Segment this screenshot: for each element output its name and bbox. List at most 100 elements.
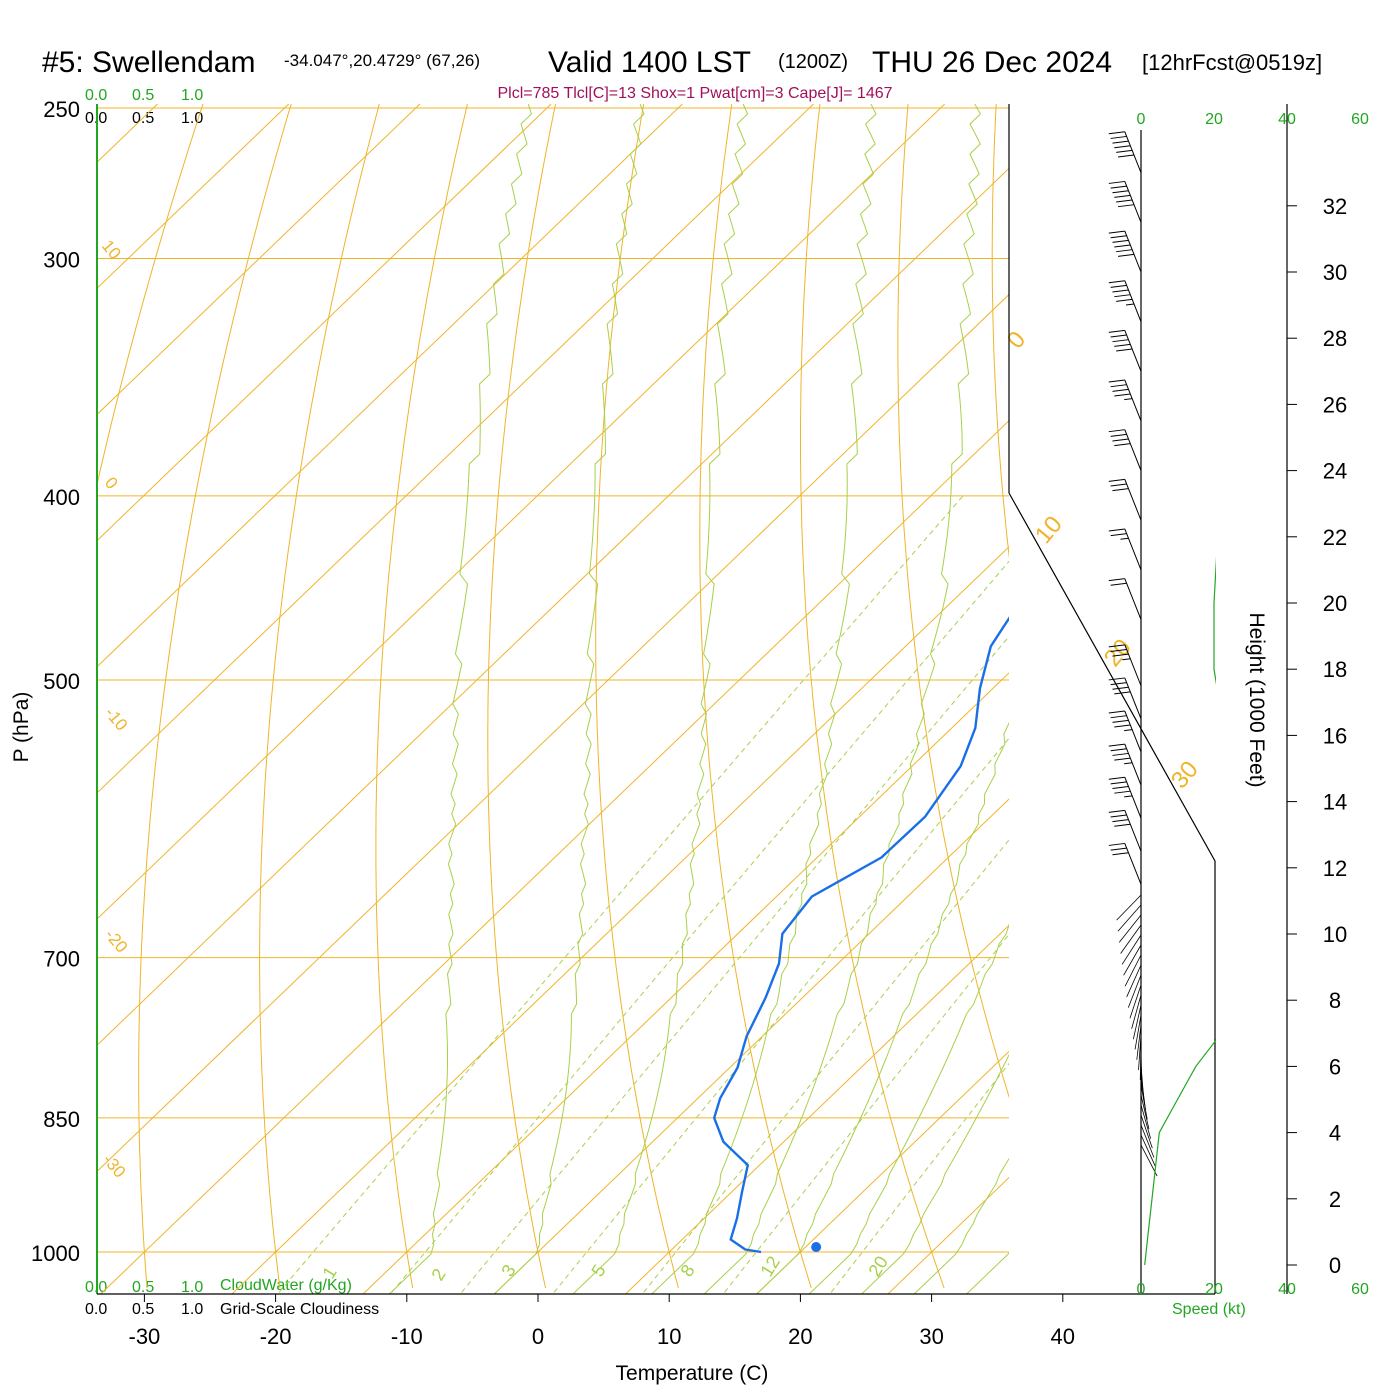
speed-profile: [1144, 556, 1216, 1266]
wind-barb: [1108, 429, 1142, 471]
temperature-tick-label: -20: [260, 1324, 292, 1349]
barb-staff: [1121, 934, 1142, 965]
moist-adiabat: [703, 104, 982, 1294]
moist-adiabat: [651, 104, 877, 1294]
wind-barb: [1108, 842, 1142, 885]
barb-flag: [1108, 131, 1125, 135]
isotherm: [625, 924, 1009, 1294]
barb-flag: [1108, 809, 1125, 813]
cloudiness-label: Grid-Scale Cloudiness: [220, 1301, 379, 1318]
isotherm: [100, 419, 1009, 1294]
barb-flag: [1108, 776, 1125, 780]
barb-flag: [1108, 842, 1125, 846]
barb-flag: [1110, 847, 1127, 851]
dry-adiabat: [97, 104, 204, 487]
barb-staff: [1124, 280, 1142, 322]
barb-half-flag: [1124, 762, 1133, 765]
barb-flag: [1114, 757, 1131, 761]
barb-staff: [1140, 1084, 1148, 1120]
dry-adiabat: [800, 104, 945, 1289]
barb-staff: [1124, 181, 1142, 223]
barb-flag: [1108, 230, 1125, 234]
top-green-1: 0.5: [132, 87, 154, 104]
height-tick-label: 0: [1329, 1253, 1341, 1278]
temperature-tick-label: 40: [1051, 1324, 1075, 1349]
barb-staff: [1126, 964, 1142, 998]
barb-flag: [1110, 814, 1127, 818]
valid-time: Valid 1400 LST: [548, 46, 751, 79]
dry-adiabat: [138, 104, 292, 1289]
isotherm-label: 20: [1099, 634, 1137, 672]
barb-half-flag: [1124, 729, 1133, 732]
barb-staff: [1124, 843, 1142, 885]
barb-staff: [1140, 1134, 1156, 1167]
bottom-black-2: 1.0: [181, 1301, 203, 1318]
station-name: #5: Swellendam: [42, 46, 255, 79]
isotherm: [756, 1050, 1009, 1294]
barb-flag: [1114, 790, 1131, 794]
barb-half-flag: [1122, 658, 1131, 661]
forecast-date: THU 26 Dec 2024: [872, 46, 1112, 79]
height-axis-label: Height (1000 Feet): [1245, 612, 1268, 787]
barb-staff: [1124, 330, 1142, 372]
barb-flag: [1110, 582, 1127, 586]
barb-flag: [1114, 823, 1131, 827]
barb-flag: [1108, 180, 1125, 184]
barb-flag: [1110, 135, 1127, 139]
speed-tick-label: 60: [1351, 1281, 1369, 1298]
wind-barb: [1108, 180, 1142, 223]
barb-flag: [1110, 533, 1127, 537]
barb-staff: [1132, 1004, 1142, 1040]
wind-barb: [1108, 280, 1142, 322]
barb-flag: [1108, 528, 1125, 532]
barb-staff: [1136, 1024, 1142, 1060]
barb-flag: [1112, 190, 1129, 194]
wind-barb: [1108, 743, 1142, 786]
moist-adiabat: [861, 1053, 1009, 1294]
utc-time: (1200Z): [778, 51, 848, 73]
barb-flag: [1114, 443, 1131, 447]
barb-staff: [1123, 944, 1142, 976]
barb-flag: [1112, 719, 1129, 723]
barb-flag: [1110, 185, 1127, 189]
barb-flag: [1108, 677, 1125, 681]
barb-staff: [1140, 1114, 1153, 1149]
barb-flag: [1112, 239, 1129, 243]
barb-flag: [1108, 743, 1125, 747]
mixing-ratio-label: 2: [427, 1265, 449, 1284]
isotherm-label: -30: [99, 1150, 129, 1181]
barb-flag: [1114, 393, 1131, 397]
height-tick-label: 4: [1329, 1121, 1341, 1146]
barb-flag: [1114, 244, 1131, 248]
barb-staff: [1140, 1124, 1155, 1158]
barb-staff: [1124, 954, 1142, 987]
barb-half-flag: [1124, 795, 1133, 798]
barb-flag: [1116, 249, 1133, 253]
barb-flag: [1110, 648, 1127, 652]
isotherm: [493, 798, 1009, 1294]
barb-half-flag: [1125, 303, 1135, 306]
height-tick-label: 30: [1323, 260, 1347, 285]
barb-staff: [1131, 994, 1142, 1029]
isotherm: [97, 104, 683, 668]
barb-flag: [1114, 294, 1131, 298]
bottom-black-0: 0.0: [85, 1301, 107, 1318]
barb-flag: [1114, 691, 1131, 695]
mixing-ratio-line: [830, 1062, 1009, 1293]
barb-flag: [1108, 578, 1125, 582]
speed-tick-label: 0: [1137, 111, 1146, 128]
wind-barb: [1108, 528, 1142, 571]
moist-adiabat: [756, 721, 1009, 1294]
barb-staff: [1129, 984, 1142, 1019]
mixing-ratio-label: 20: [864, 1253, 892, 1281]
cloudwater-label: CloudWater (g/Kg): [220, 1277, 352, 1294]
barb-flag: [1110, 483, 1127, 487]
dry-adiabat: [1349, 104, 1400, 1288]
dry-adiabat: [487, 104, 557, 1289]
top-black-2: 1.0: [181, 110, 203, 127]
barb-flag: [1116, 348, 1133, 352]
barb-staff: [1120, 924, 1142, 954]
isotherm-label: 0: [1002, 326, 1031, 354]
